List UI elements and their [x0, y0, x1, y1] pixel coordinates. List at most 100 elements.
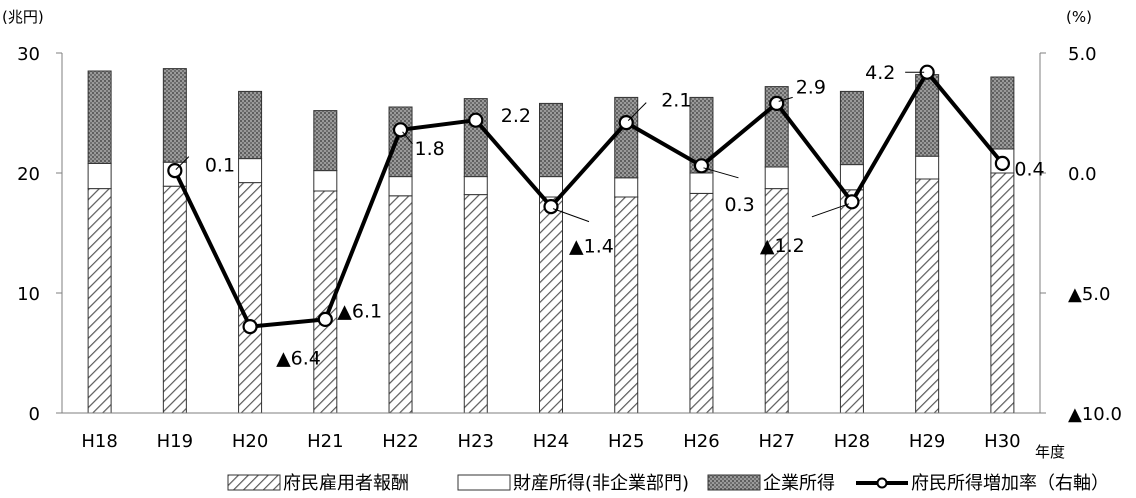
right-axis: 5.0 0.0 ▲5.0 ▲10.0 [1040, 44, 1122, 425]
left-axis-unit: (兆円) [2, 8, 44, 26]
right-tick-label: 0.0 [1068, 164, 1097, 185]
bar-employee-compensation [764, 188, 789, 414]
bar-property-income [87, 162, 112, 190]
x-tick-label: H26 [683, 431, 719, 452]
growth-rate-data-label: 4.2 [865, 62, 895, 84]
growth-rate-marker [317, 311, 333, 327]
bar-property-income [614, 177, 639, 198]
bar-property-income [915, 155, 940, 180]
bar-corporate-income [463, 98, 488, 178]
bar-corporate-income [990, 76, 1015, 150]
growth-rate-data-label: ▲1.2 [760, 235, 805, 257]
left-tick-label: 20 [17, 164, 40, 185]
x-tick-label: H21 [307, 431, 343, 452]
left-tick-label: 0 [29, 404, 40, 425]
growth-rate-data-label: ▲6.1 [337, 300, 382, 322]
growth-rate-data-label: 2.2 [501, 105, 531, 127]
x-tick-label: H20 [232, 431, 268, 452]
bar-corporate-income [162, 68, 187, 163]
bar-employee-compensation [539, 196, 563, 414]
bar-property-income [539, 176, 563, 198]
left-tick-label: 10 [17, 284, 40, 305]
bar-employee-compensation [463, 194, 488, 414]
bar-employee-compensation [990, 172, 1015, 414]
x-tick-label: H28 [834, 431, 870, 452]
x-tick-label: H30 [984, 431, 1020, 452]
x-tick-label: H22 [382, 431, 418, 452]
leader-line [811, 203, 850, 218]
growth-rate-line [167, 64, 1010, 335]
bar-property-income [463, 176, 488, 196]
x-tick-label: H27 [758, 431, 794, 452]
growth-rate-marker [242, 319, 258, 335]
growth-rate-marker [769, 95, 785, 112]
x-tick-label: H19 [157, 431, 193, 452]
bar-corporate-income [539, 102, 563, 178]
leader-line [402, 131, 413, 145]
legend-marker-growth-rate [876, 477, 888, 489]
legend-label-growth-rate: 府民所得増加率（右軸） [911, 473, 1109, 494]
bar-corporate-income [313, 110, 338, 172]
growth-rate-data-label: 0.3 [724, 194, 754, 216]
legend-swatch-property-income [457, 474, 511, 491]
legend-label-employee-compensation: 府民雇用者報酬 [283, 473, 409, 494]
bar-corporate-income [839, 90, 864, 166]
leader-line [703, 167, 739, 179]
legend-label-corporate-income: 企業所得 [763, 473, 835, 494]
left-tick-label: 30 [17, 44, 40, 65]
leader-line [552, 208, 590, 223]
growth-rate-polyline [173, 70, 1004, 329]
bar-employee-compensation [614, 196, 639, 414]
bar-employee-compensation [388, 195, 413, 414]
growth-rate-data-label: ▲6.4 [276, 348, 321, 370]
bar-property-income [313, 170, 338, 192]
growth-rate-marker [468, 112, 484, 128]
bar-property-income [388, 176, 413, 197]
leader-line [778, 96, 793, 102]
axes [61, 53, 1041, 414]
right-tick-label: ▲5.0 [1068, 284, 1110, 305]
growth-rate-marker [844, 194, 860, 210]
bar-series [87, 68, 1015, 414]
bar-employee-compensation [238, 182, 263, 414]
growth-rate-data-label: ▲1.4 [569, 236, 614, 258]
bar-corporate-income [238, 90, 263, 160]
leader-line [175, 156, 190, 170]
growth-rate-data-label: 2.9 [796, 76, 826, 98]
bar-corporate-income [388, 106, 413, 178]
bar-employee-compensation [915, 178, 940, 414]
bar-employee-compensation [839, 189, 864, 414]
growth-rate-data-label: 0.1 [205, 155, 235, 177]
growth-rate-marker [693, 158, 710, 174]
right-tick-label: 5.0 [1068, 44, 1097, 65]
growth-rate-data-label: 0.4 [1014, 158, 1044, 180]
legend-label-property-income: 財産所得(非企業部門) [513, 473, 689, 494]
right-axis-unit: (%) [1066, 8, 1092, 26]
bar-property-income [689, 172, 714, 194]
left-axis: 0 10 20 30 [17, 44, 62, 425]
x-tick-label: H25 [608, 431, 644, 452]
legend-swatch-employee-compensation [227, 474, 281, 491]
x-tick-label: H23 [458, 431, 494, 452]
right-tick-label: ▲10.0 [1068, 404, 1122, 425]
growth-rate-marker [994, 155, 1010, 171]
bar-corporate-income [87, 70, 112, 164]
bar-employee-compensation [87, 188, 112, 414]
legend: 府民雇用者報酬 財産所得(非企業部門) 企業所得 府民所得増加率（右軸） [227, 473, 1109, 494]
bar-employee-compensation [689, 192, 714, 414]
bar-corporate-income [614, 96, 639, 179]
bar-property-income [238, 158, 263, 184]
bar-property-income [764, 166, 789, 190]
growth-rate-labels: 0.1 ▲6.4 ▲6.1 1.8 2.2 ▲1.4 2.1 0.3 2.9 ▲1.2 4.2 0.4 [175, 62, 1045, 370]
x-tick-label: H18 [81, 431, 117, 452]
leader-line [627, 102, 647, 121]
x-tick-label: H24 [533, 431, 569, 452]
growth-rate-marker [543, 199, 559, 215]
growth-rate-data-label: 1.8 [415, 138, 445, 160]
legend-swatch-corporate-income [707, 474, 761, 491]
growth-rate-data-label: 2.1 [661, 90, 691, 112]
x-axis: H18 H19 H20 H21 H22 H23 H24 H25 H26 H27 H28 H29 H30 [81, 431, 1020, 452]
x-axis-suffix: 年度 [1035, 443, 1065, 461]
